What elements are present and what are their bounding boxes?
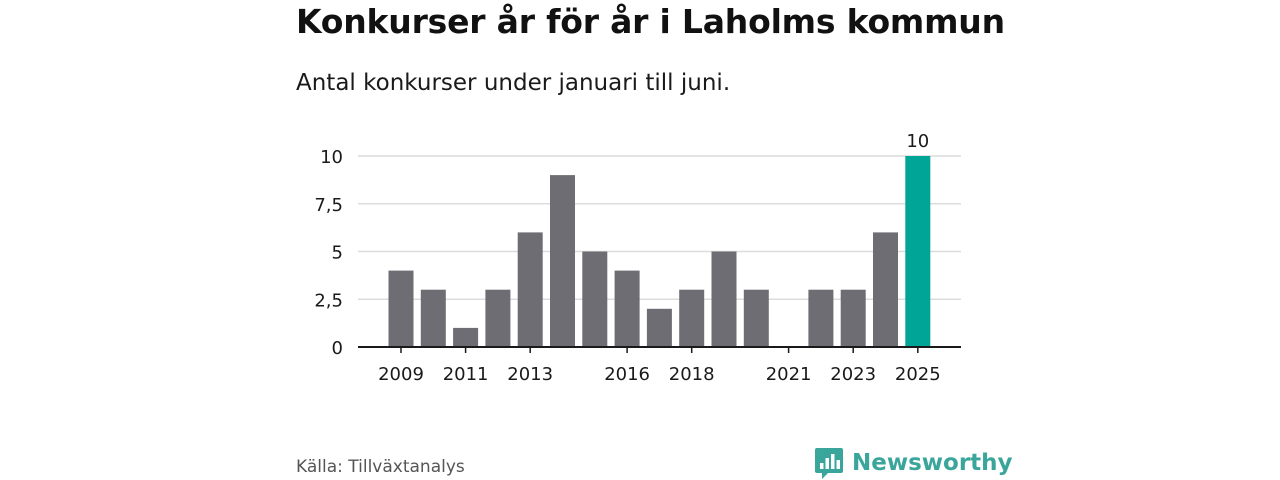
bar-2010 — [420, 289, 446, 347]
bar-2020 — [743, 289, 769, 347]
bar-2015 — [582, 251, 608, 347]
x-tick-label: 2023 — [830, 364, 876, 385]
y-axis-labels: 0 2,5 5 7,5 10 — [314, 147, 343, 359]
bar-2023 — [840, 289, 866, 347]
x-tick-label: 2016 — [604, 364, 650, 385]
x-axis-labels: 2009 2011 2013 2016 2018 2021 2023 2025 — [358, 346, 961, 385]
brand-logo: Newsworthy — [814, 446, 1013, 480]
newsworthy-logo-icon — [815, 448, 843, 479]
bar-2009 — [388, 270, 414, 347]
bar-2012 — [485, 289, 511, 347]
y-tick-label: 7,5 — [314, 195, 343, 216]
brand-name: Newsworthy — [852, 450, 1013, 476]
bar-2016 — [614, 270, 640, 347]
chart-subtitle: Antal konkurser under januari till juni. — [296, 70, 731, 96]
y-tick-label: 2,5 — [314, 290, 343, 311]
annotations: 10 — [906, 131, 929, 152]
y-tick-label: 0 — [332, 338, 343, 359]
bar-2018 — [679, 289, 705, 347]
bar-2011 — [453, 327, 479, 347]
gridlines — [358, 155, 961, 300]
highlight-value-label: 10 — [906, 131, 929, 152]
chart-title: Konkurser år för år i Laholms kommun — [296, 2, 1005, 41]
bar-2024 — [873, 232, 898, 347]
x-tick-label: 2013 — [507, 364, 553, 385]
bar-2025 — [905, 156, 931, 347]
bar-chart: 02,557,510 2009 2011 2013 2016 2018 2021 2023 2… — [314, 131, 961, 385]
bars — [388, 156, 931, 347]
bar-2019 — [711, 251, 737, 347]
x-tick-label: 2025 — [895, 364, 941, 385]
y-tick-label: 10 — [320, 147, 343, 168]
y-tick-label: 5 — [332, 243, 343, 264]
source-note: Källa: Tillväxtanalys — [296, 457, 465, 477]
x-tick-label: 2011 — [443, 364, 489, 385]
bar-2013 — [517, 232, 543, 347]
x-tick-label: 2021 — [766, 364, 812, 385]
bar-2014 — [550, 175, 575, 347]
bar-2017 — [646, 308, 672, 347]
x-tick-label: 2018 — [669, 364, 715, 385]
x-tick-label: 2009 — [378, 364, 424, 385]
bar-2022 — [808, 289, 834, 347]
